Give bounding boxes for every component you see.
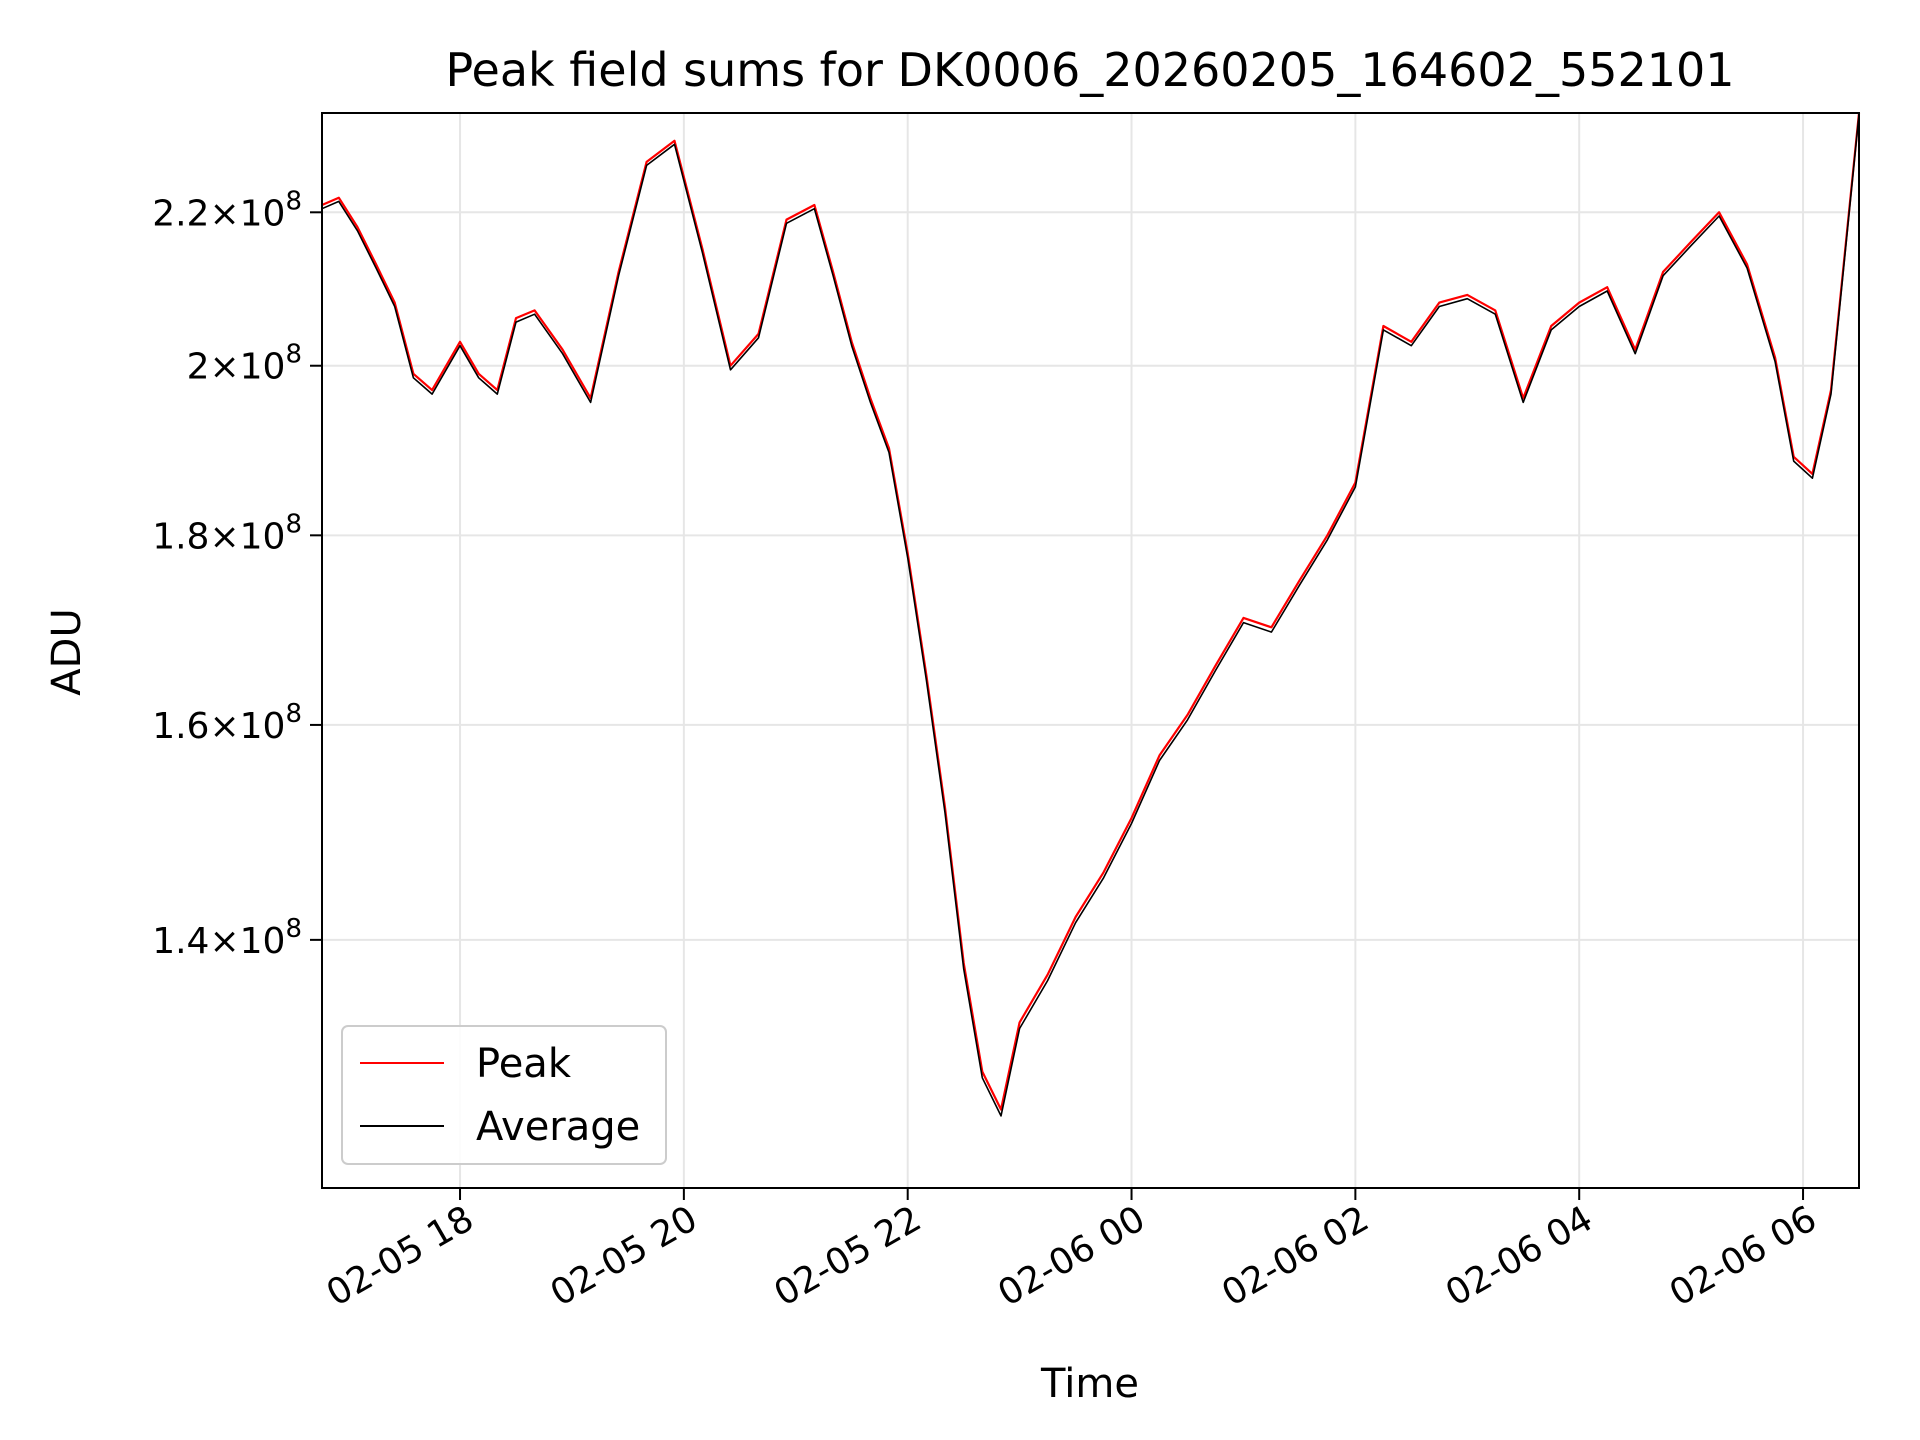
y-tick-base: 2.2 xyxy=(152,193,209,234)
y-tick-exponent: 8 xyxy=(285,699,302,729)
y-tick-label: 1.6×108 xyxy=(152,699,302,747)
y-tick-label: 2×108 xyxy=(187,340,302,388)
series-line-peak xyxy=(321,112,1861,1111)
y-tick-label: 2.2×108 xyxy=(152,186,302,234)
y-tick-exponent: 8 xyxy=(285,186,302,216)
y-tick-base: 2 xyxy=(187,347,210,388)
y-tick-base: 1.8 xyxy=(152,516,209,557)
y-tick-label: 1.8×108 xyxy=(152,509,302,557)
grid xyxy=(322,113,1859,1188)
series-layer xyxy=(321,112,1861,1117)
series-line-average xyxy=(321,114,1860,1117)
y-tick-exponent: 8 xyxy=(285,914,302,944)
y-tick-label: 1.4×108 xyxy=(152,914,302,962)
y-tick-times: ×10 xyxy=(209,347,285,388)
y-tick-exponent: 8 xyxy=(285,340,302,370)
y-tick-times: ×10 xyxy=(209,193,285,234)
y-axis-label: ADU xyxy=(44,608,90,695)
y-tick-times: ×10 xyxy=(209,706,285,747)
plot-frame xyxy=(321,112,1860,1189)
legend-box xyxy=(341,1025,667,1165)
y-tick-times: ×10 xyxy=(209,921,285,962)
x-axis-label: Time xyxy=(1040,1361,1139,1407)
chart-title: Peak field sums for DK0006_20260205_1646… xyxy=(445,43,1734,97)
legend: Peak Average xyxy=(341,1025,667,1165)
legend-label-average: Average xyxy=(476,1104,640,1150)
legend-label-peak: Peak xyxy=(476,1041,572,1087)
y-tick-base: 1.4 xyxy=(152,921,209,962)
y-tick-times: ×10 xyxy=(209,516,285,557)
y-tick-exponent: 8 xyxy=(285,509,302,539)
y-tick-base: 1.6 xyxy=(152,706,209,747)
